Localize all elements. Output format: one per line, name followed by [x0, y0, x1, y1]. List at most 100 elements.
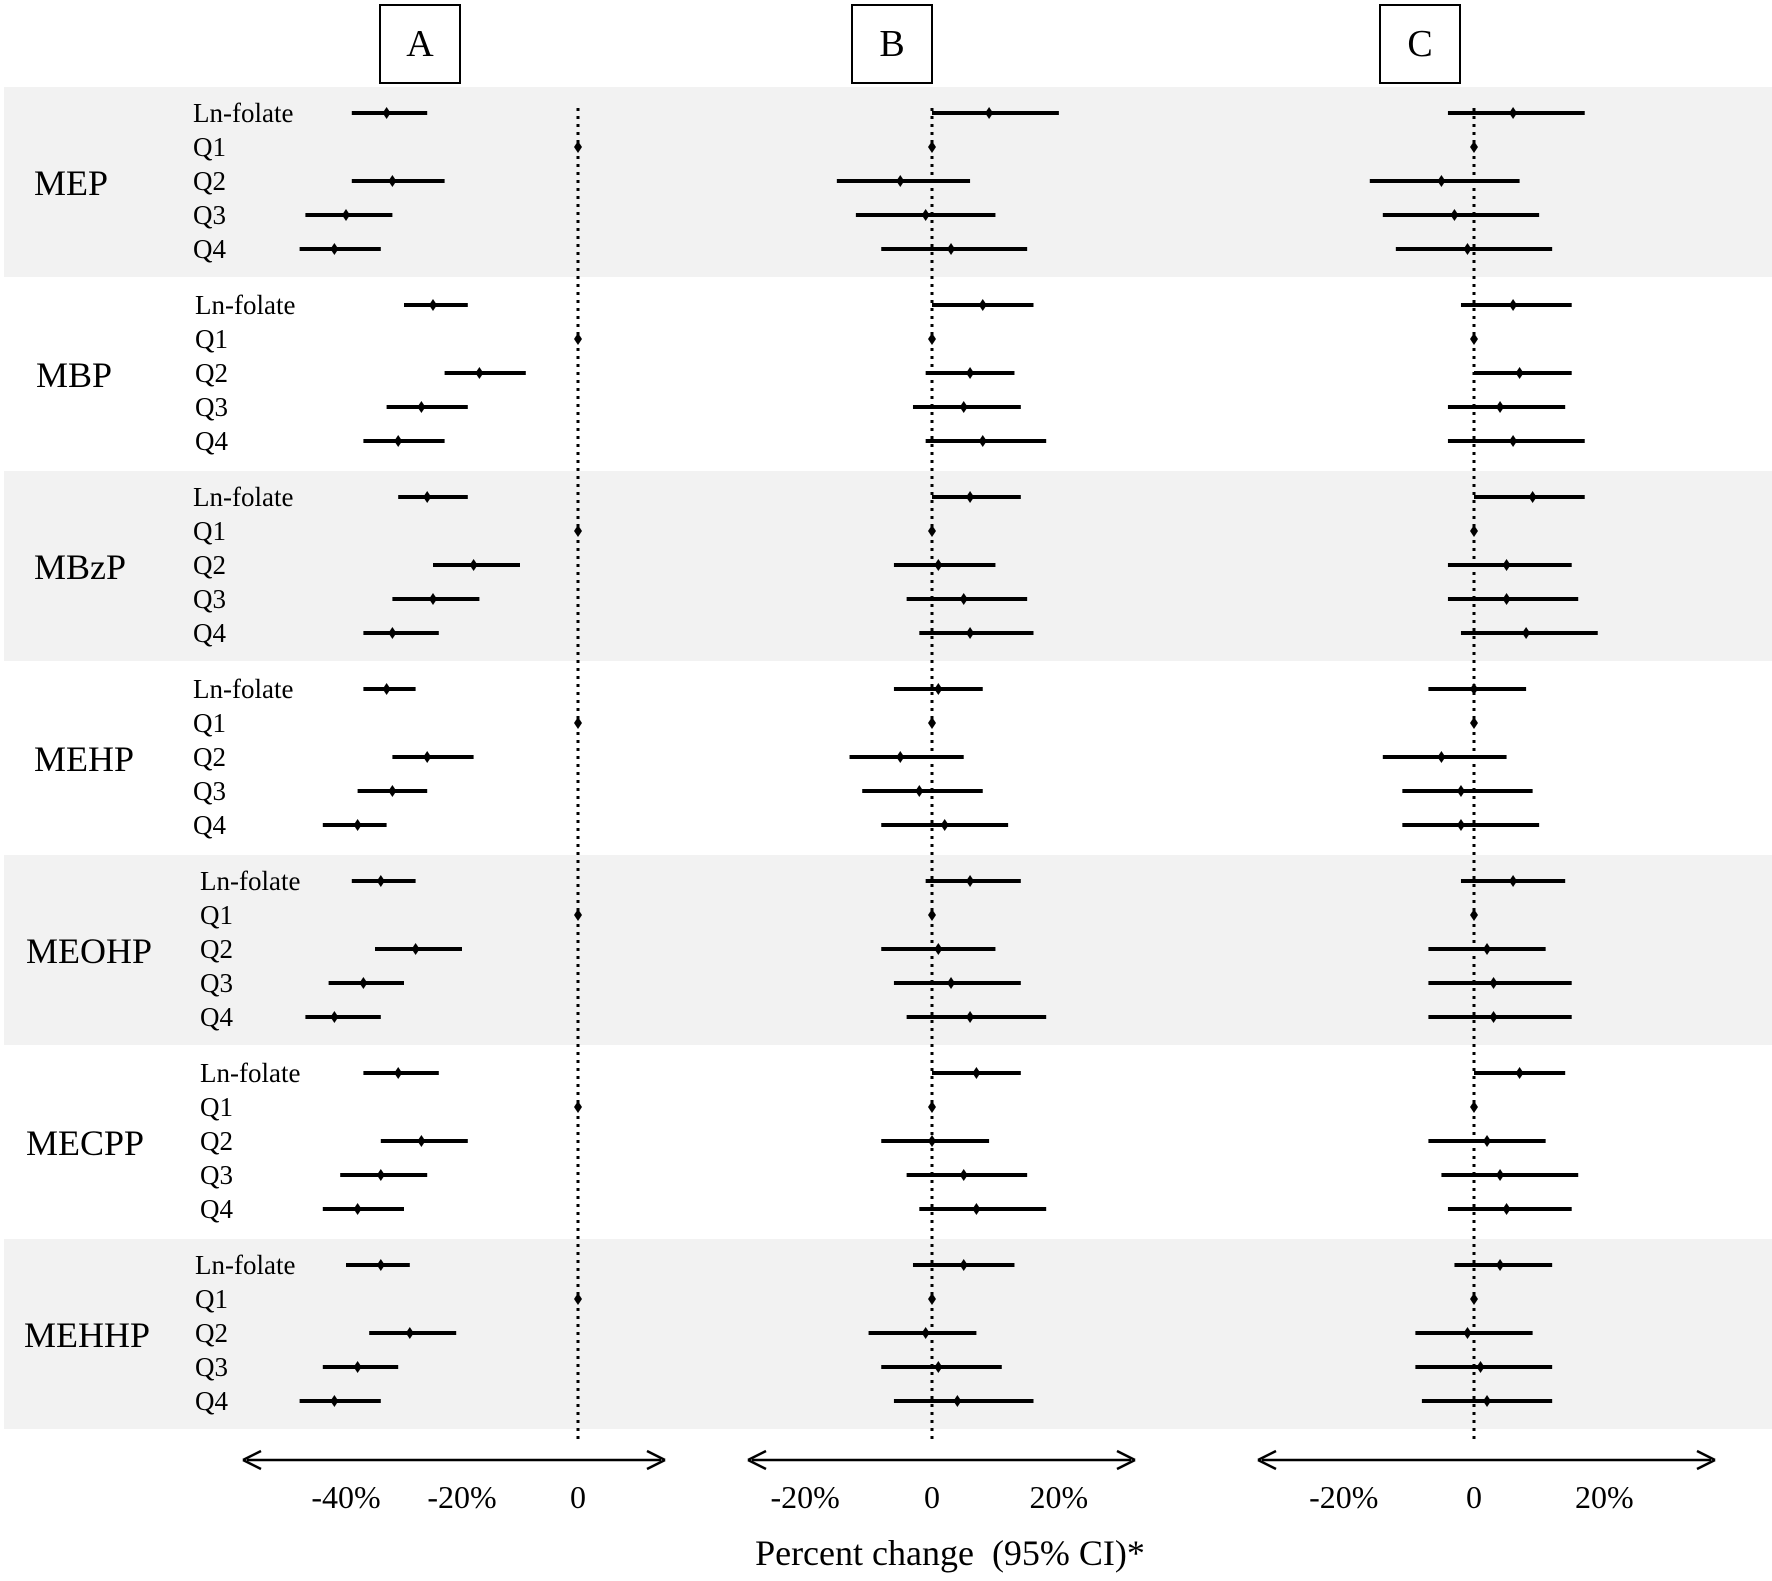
point-estimate — [394, 435, 403, 447]
point-estimate — [1463, 243, 1472, 255]
point-estimate — [469, 559, 478, 571]
point-estimate — [1496, 1259, 1505, 1271]
point-estimate — [896, 175, 905, 187]
point-estimate — [928, 525, 936, 537]
x-axis-right-arrow-a — [646, 1449, 666, 1471]
row-label-meohp-q3: Q3 — [200, 968, 233, 998]
row-label-meohp-ln-folate: Ln-folate — [200, 866, 300, 896]
point-estimate — [972, 1067, 981, 1079]
point-estimate — [382, 683, 391, 695]
row-label-mbp-ln-folate: Ln-folate — [195, 290, 295, 320]
point-estimate — [423, 751, 432, 763]
point-estimate — [978, 435, 987, 447]
x-axis-right-arrow-b — [1116, 1449, 1136, 1471]
x-axis-left-arrow-a — [242, 1449, 262, 1471]
point-estimate — [342, 209, 350, 221]
point-estimate — [330, 1395, 339, 1407]
row-label-mbzp-q4: Q4 — [193, 618, 226, 648]
row-label-meohp-q2: Q2 — [200, 934, 233, 964]
point-estimate — [1470, 683, 1478, 695]
point-estimate — [1515, 367, 1524, 379]
row-label-mehhp-q1: Q1 — [195, 1284, 228, 1314]
point-estimate — [966, 627, 975, 639]
group-label-mehp: MEHP — [34, 739, 134, 779]
point-estimate — [574, 141, 582, 153]
point-estimate — [928, 1101, 936, 1113]
point-estimate — [1470, 1293, 1478, 1305]
row-label-mbp-q4: Q4 — [195, 426, 228, 456]
group-label-mehhp: MEHHP — [24, 1315, 150, 1355]
row-label-mehp-q1: Q1 — [193, 708, 226, 738]
point-estimate — [934, 683, 943, 695]
point-estimate — [574, 1101, 582, 1113]
point-estimate — [978, 299, 987, 311]
point-estimate — [1509, 107, 1518, 119]
row-label-mep-q2: Q2 — [193, 166, 226, 196]
point-estimate — [1463, 1327, 1472, 1339]
point-estimate — [940, 819, 949, 831]
group-label-mecpp: MECPP — [26, 1123, 144, 1163]
row-label-meohp-q4: Q4 — [200, 1002, 233, 1032]
panel-a: A -40% -20% 0 — [242, 4, 666, 1515]
point-estimate — [1509, 299, 1518, 311]
point-estimate — [353, 1203, 362, 1215]
point-estimate — [1437, 175, 1446, 187]
row-label-mecpp-q4: Q4 — [200, 1194, 233, 1224]
panel-c: C -20% 0 20% — [1257, 4, 1716, 1515]
point-estimate — [394, 1067, 403, 1079]
row-label-mep-ln-folate: Ln-folate — [193, 98, 293, 128]
panel-a-label: A — [406, 23, 434, 65]
point-estimate — [1437, 751, 1446, 763]
group-label-mbzp: MBzP — [34, 547, 126, 587]
point-estimate — [966, 367, 975, 379]
point-estimate — [1483, 943, 1492, 955]
point-estimate — [1502, 1203, 1511, 1215]
point-estimate — [417, 1135, 426, 1147]
point-estimate — [1502, 559, 1511, 571]
panel-c-label: C — [1407, 23, 1432, 65]
point-estimate — [947, 977, 956, 989]
tick-label-a: -40% — [311, 1479, 380, 1515]
x-axis-left-arrow-c — [1257, 1449, 1277, 1471]
row-label-mehhp-ln-folate: Ln-folate — [195, 1250, 295, 1280]
point-estimate — [405, 1327, 414, 1339]
point-estimate — [574, 909, 582, 921]
panel-b-label: B — [879, 23, 904, 65]
point-estimate — [330, 1011, 339, 1023]
point-estimate — [1470, 525, 1478, 537]
point-estimate — [934, 943, 943, 955]
point-estimate — [1496, 1169, 1505, 1181]
point-estimate — [921, 209, 930, 221]
point-estimate — [1496, 401, 1505, 413]
point-estimate — [1509, 435, 1518, 447]
point-estimate — [928, 1293, 936, 1305]
point-estimate — [966, 875, 975, 887]
point-estimate — [972, 1203, 981, 1215]
point-estimate — [896, 751, 905, 763]
row-label-mbp-q3: Q3 — [195, 392, 228, 422]
point-estimate — [953, 1395, 962, 1407]
point-estimate — [959, 401, 968, 413]
point-estimate — [915, 785, 924, 797]
point-estimate — [928, 333, 936, 345]
point-estimate — [966, 1011, 975, 1023]
point-estimate — [388, 785, 397, 797]
row-label-mehp-q2: Q2 — [193, 742, 226, 772]
point-estimate — [376, 1259, 385, 1271]
row-label-mehp-ln-folate: Ln-folate — [193, 674, 293, 704]
point-estimate — [359, 977, 368, 989]
tick-label-a: -20% — [427, 1479, 496, 1515]
row-label-mehp-q3: Q3 — [193, 776, 226, 806]
point-estimate — [959, 1259, 968, 1271]
point-estimate — [959, 1169, 968, 1181]
tick-label-c: 20% — [1575, 1479, 1634, 1515]
panel-a-label-box — [379, 4, 461, 84]
point-estimate — [1470, 1101, 1478, 1113]
point-estimate — [1470, 333, 1478, 345]
panel-c-label-box — [1379, 4, 1461, 84]
row-label-mbzp-ln-folate: Ln-folate — [193, 482, 293, 512]
point-estimate — [574, 333, 582, 345]
point-estimate — [376, 1169, 385, 1181]
point-estimate — [411, 943, 420, 955]
point-estimate — [1489, 977, 1498, 989]
